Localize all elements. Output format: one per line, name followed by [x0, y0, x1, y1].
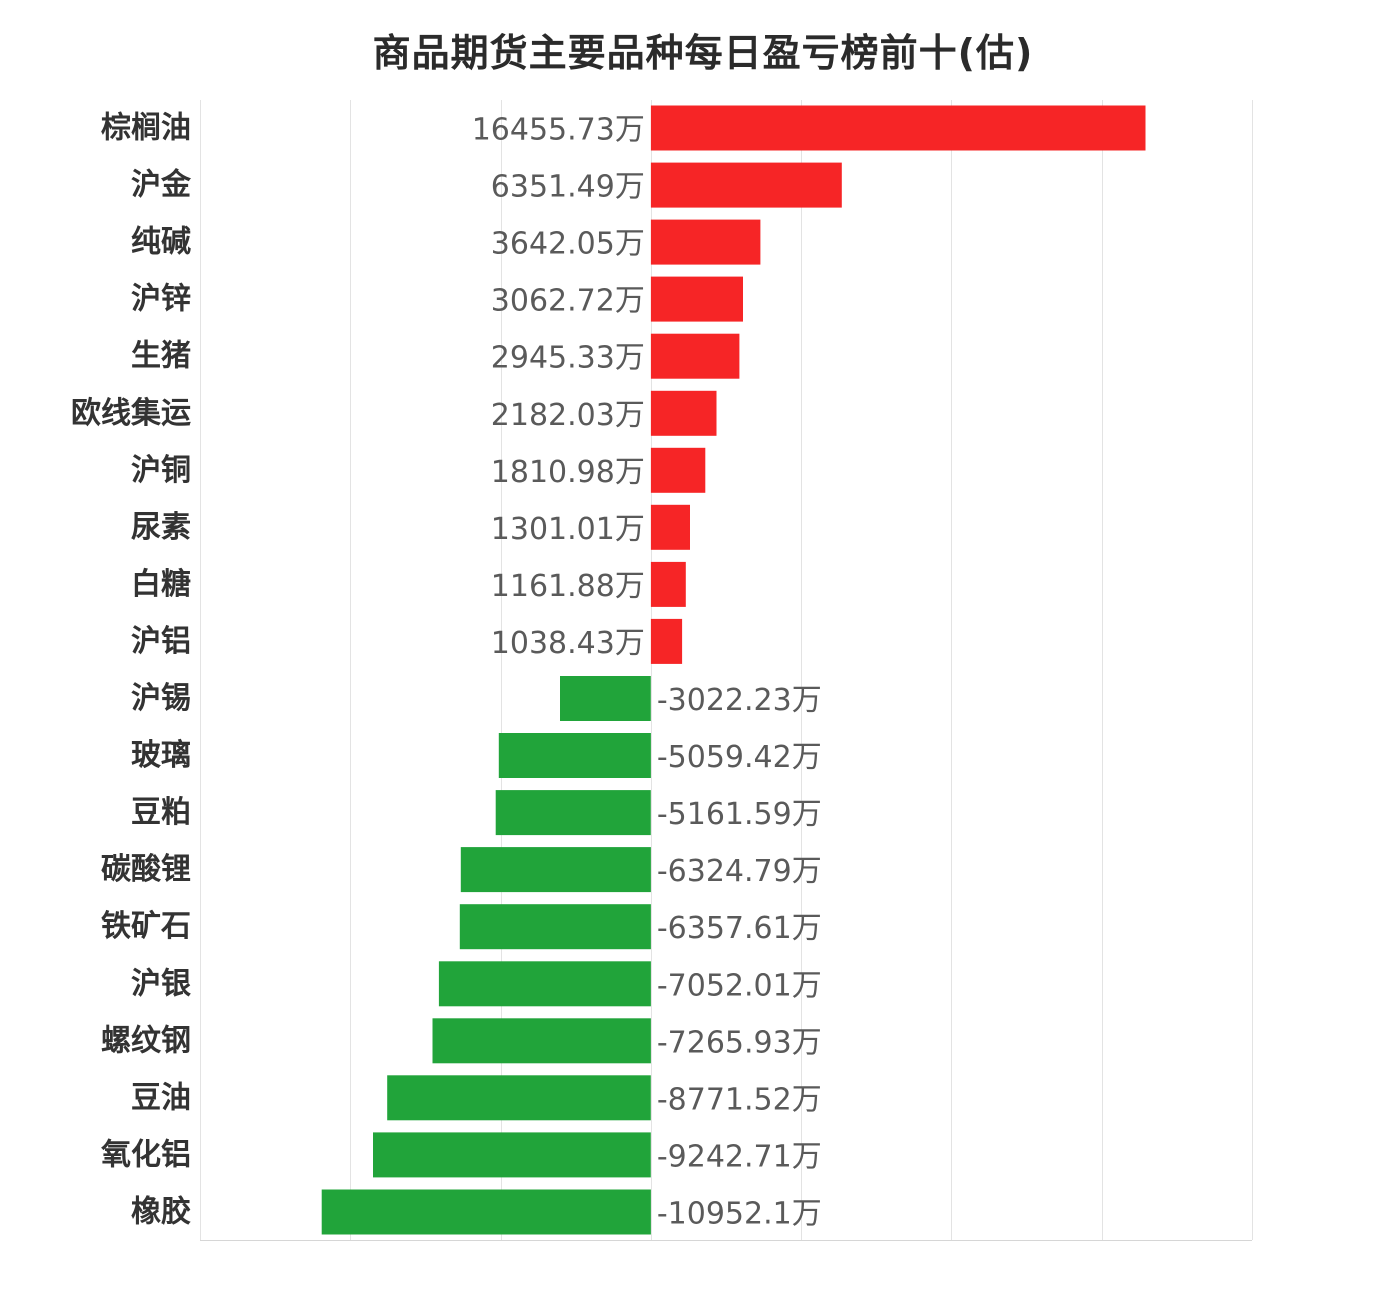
value-label: 2182.03万	[491, 398, 645, 433]
value-label: -5161.59万	[657, 797, 822, 832]
bar	[650, 276, 743, 322]
category-label: 沪锡	[131, 681, 191, 716]
value-label: -3022.23万	[657, 683, 822, 718]
bar	[460, 847, 651, 893]
value-label: -10952.1万	[657, 1196, 822, 1231]
value-label: 6351.49万	[491, 170, 645, 205]
bar	[650, 105, 1146, 151]
chart-title: 商品期货主要品种每日盈亏榜前十(估)	[372, 31, 1034, 75]
value-label: 3062.72万	[491, 284, 645, 319]
value-label: 2945.33万	[491, 341, 645, 376]
bar	[650, 561, 686, 607]
bar	[650, 390, 717, 436]
category-label: 沪铜	[131, 453, 191, 488]
category-label: 橡胶	[131, 1194, 191, 1229]
category-label: 沪金	[131, 168, 192, 203]
bar	[560, 676, 651, 721]
category-label: 豆粕	[131, 795, 191, 830]
category-label: 纯碱	[131, 225, 191, 260]
category-label: 尿素	[131, 510, 191, 545]
bar	[650, 447, 706, 493]
category-label: 碳酸锂	[101, 852, 191, 887]
value-label: -5059.42万	[657, 740, 822, 775]
bar	[650, 618, 683, 664]
bar	[459, 904, 651, 950]
category-label: 豆油	[131, 1080, 191, 1115]
value-label: -7052.01万	[657, 968, 822, 1003]
category-label: 玻璃	[131, 738, 191, 773]
category-label: 铁矿石	[101, 909, 191, 944]
value-label: 1038.43万	[491, 626, 645, 661]
grid-layer	[200, 100, 1253, 1241]
bar-layer	[321, 105, 1146, 1235]
value-label: -6357.61万	[657, 911, 822, 946]
bar	[495, 790, 651, 836]
value-label: -6324.79万	[657, 854, 822, 889]
value-label: -8771.52万	[657, 1082, 822, 1117]
category-label: 白糖	[131, 567, 191, 602]
bar	[321, 1189, 651, 1235]
category-label: 沪银	[131, 966, 191, 1001]
bar	[438, 961, 651, 1007]
category-label: 沪锌	[131, 282, 191, 317]
bar	[650, 333, 740, 379]
value-label: 1810.98万	[491, 455, 645, 490]
bar	[498, 733, 651, 778]
value-label: 3642.05万	[491, 227, 645, 262]
bar	[650, 504, 690, 550]
category-label: 螺纹钢	[101, 1023, 191, 1058]
bar	[387, 1075, 651, 1121]
category-label: 棕榈油	[101, 111, 191, 146]
category-label: 欧线集运	[71, 396, 191, 431]
bar	[650, 219, 761, 265]
category-label: 生猪	[131, 339, 191, 374]
bar	[432, 1018, 651, 1064]
category-label: 沪铝	[131, 624, 191, 659]
value-label: -9242.71万	[657, 1139, 822, 1174]
bar	[373, 1132, 651, 1178]
value-label: 1301.01万	[491, 512, 645, 547]
value-label: -7265.93万	[657, 1025, 822, 1060]
value-label: 16455.73万	[472, 113, 645, 148]
value-label: 1161.88万	[491, 569, 645, 604]
category-label: 氧化铝	[101, 1137, 191, 1172]
bar	[650, 162, 842, 208]
